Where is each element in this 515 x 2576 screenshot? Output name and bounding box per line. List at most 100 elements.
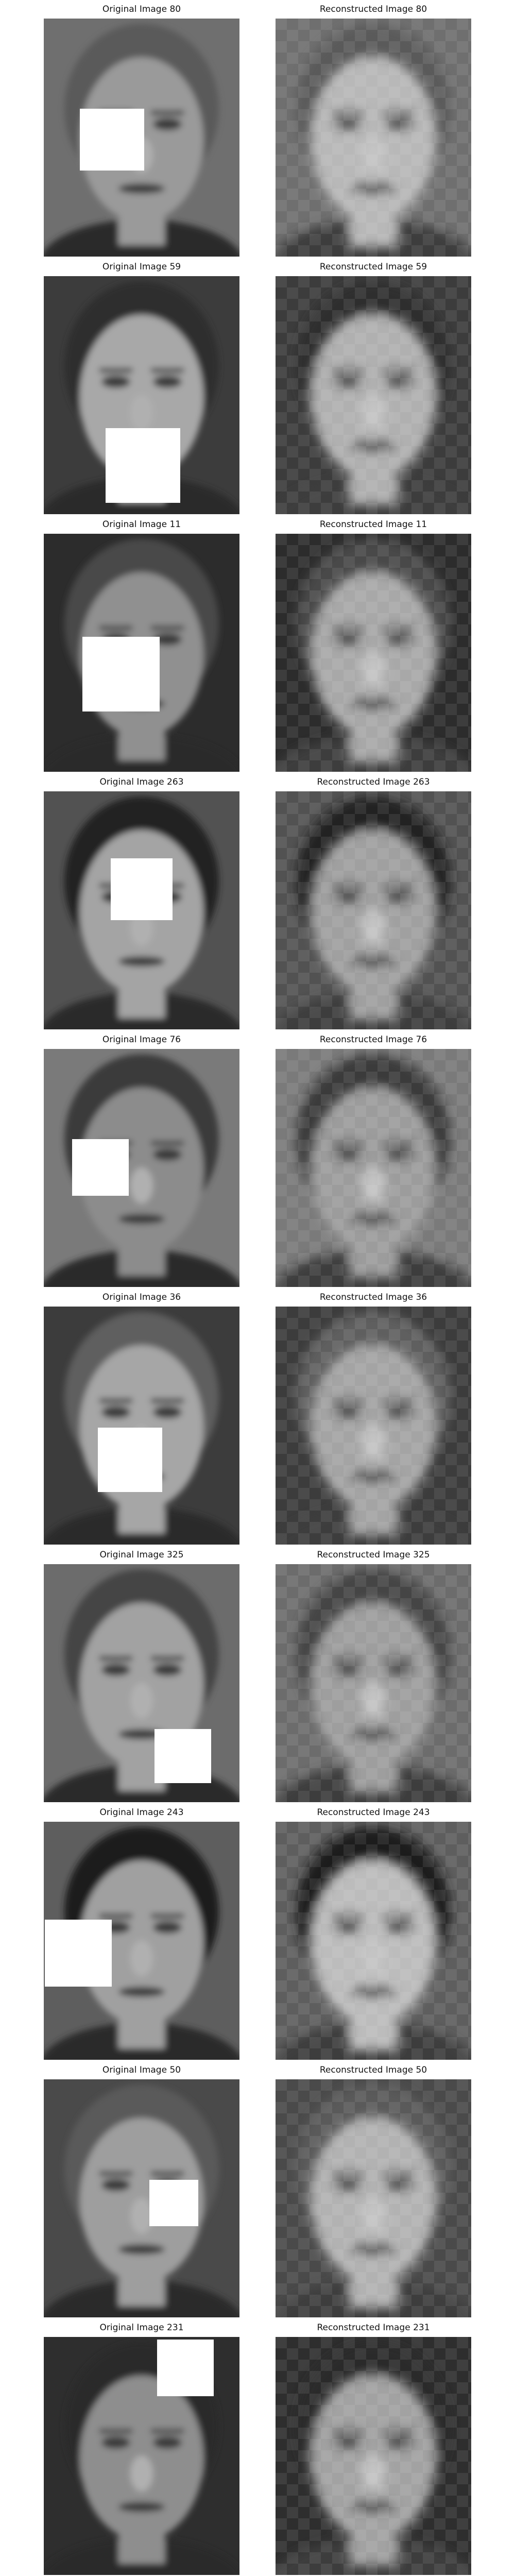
original-image <box>44 276 239 514</box>
original-image-title: Original Image 243 <box>99 1807 184 1818</box>
occlusion-patch <box>154 1729 211 1783</box>
reconstructed-image-title: Reconstructed Image 76 <box>319 1035 427 1045</box>
original-image-panel: Original Image 243 <box>44 1803 239 2061</box>
original-image <box>44 1049 239 1287</box>
original-image-panel: Original Image 50 <box>44 2061 239 2318</box>
reconstructed-image-face <box>276 534 471 772</box>
original-image <box>44 19 239 257</box>
image-pair-row: Original Image 76 Reconstructed Image 76 <box>0 1030 515 1288</box>
reconstructed-image-title: Reconstructed Image 80 <box>319 4 427 14</box>
original-image-title: Original Image 263 <box>99 777 184 787</box>
original-image-title: Original Image 11 <box>102 519 181 530</box>
original-image-panel: Original Image 231 <box>44 2318 239 2576</box>
original-image-panel: Original Image 263 <box>44 773 239 1030</box>
reconstructed-image-face <box>276 1564 471 1802</box>
original-image <box>44 1822 239 2060</box>
occlusion-patch <box>45 1920 112 1987</box>
reconstructed-image <box>276 791 471 1029</box>
reconstructed-image-face <box>276 1049 471 1287</box>
original-image-face <box>44 276 239 514</box>
image-pair-row: Original Image 231 Reconstructed Image 23… <box>0 2318 515 2576</box>
reconstructed-image-title: Reconstructed Image 325 <box>317 1550 430 1560</box>
original-image-panel: Original Image 11 <box>44 515 239 773</box>
original-image-face <box>44 2337 239 2575</box>
reconstructed-image-face <box>276 2337 471 2575</box>
occlusion-patch <box>149 2180 198 2226</box>
original-image-title: Original Image 76 <box>102 1035 181 1045</box>
reconstructed-image-face <box>276 276 471 514</box>
reconstructed-image-title: Reconstructed Image 243 <box>317 1807 430 1818</box>
occlusion-patch <box>82 637 160 711</box>
original-image-panel: Original Image 36 <box>44 1288 239 1546</box>
reconstructed-image-title: Reconstructed Image 231 <box>317 2323 430 2333</box>
reconstructed-image-panel: Reconstructed Image 263 <box>276 773 471 1030</box>
reconstructed-image-face <box>276 1822 471 2060</box>
reconstructed-image <box>276 1822 471 2060</box>
reconstructed-image-title: Reconstructed Image 263 <box>317 777 430 787</box>
original-image-face <box>44 1564 239 1802</box>
image-pair-row: Original Image 325 Reconstructed Image 32… <box>0 1546 515 1803</box>
reconstructed-image-panel: Reconstructed Image 231 <box>276 2318 471 2576</box>
occlusion-patch <box>80 109 144 171</box>
reconstructed-image-title: Reconstructed Image 36 <box>319 1292 427 1302</box>
reconstructed-image <box>276 1564 471 1802</box>
reconstructed-image-panel: Reconstructed Image 36 <box>276 1288 471 1546</box>
reconstructed-image-face <box>276 19 471 257</box>
original-image-face <box>44 2079 239 2317</box>
reconstructed-image-panel: Reconstructed Image 50 <box>276 2061 471 2318</box>
image-pair-row: Original Image 59 Reconstructed Image 59 <box>0 258 515 515</box>
reconstructed-image <box>276 1307 471 1545</box>
reconstructed-image <box>276 2337 471 2575</box>
image-pair-row: Original Image 263 Reconstructed Image 26… <box>0 773 515 1030</box>
original-image <box>44 2079 239 2317</box>
occlusion-patch <box>106 428 180 503</box>
original-image-face <box>44 1822 239 2060</box>
original-image-face <box>44 791 239 1029</box>
original-image <box>44 534 239 772</box>
reconstructed-image <box>276 1049 471 1287</box>
image-pair-row: Original Image 11 Reconstructed Image 11 <box>0 515 515 773</box>
original-image <box>44 1307 239 1545</box>
original-image-panel: Original Image 59 <box>44 258 239 515</box>
reconstructed-image <box>276 19 471 257</box>
original-image-title: Original Image 50 <box>102 2065 181 2075</box>
reconstructed-image-panel: Reconstructed Image 80 <box>276 0 471 258</box>
occlusion-patch <box>72 1139 129 1196</box>
reconstructed-image <box>276 2079 471 2317</box>
original-image-panel: Original Image 325 <box>44 1546 239 1803</box>
original-image <box>44 2337 239 2575</box>
original-image <box>44 1564 239 1802</box>
reconstructed-image-panel: Reconstructed Image 76 <box>276 1030 471 1288</box>
original-image-title: Original Image 231 <box>99 2323 184 2333</box>
image-pair-row: Original Image 80 Reconstructed Image 80 <box>0 0 515 258</box>
original-image-panel: Original Image 76 <box>44 1030 239 1288</box>
original-image-title: Original Image 325 <box>99 1550 184 1560</box>
reconstructed-image-title: Reconstructed Image 11 <box>319 519 427 530</box>
image-pair-row: Original Image 243 Reconstructed Image 24… <box>0 1803 515 2061</box>
reconstructed-image-title: Reconstructed Image 50 <box>319 2065 427 2075</box>
original-image-title: Original Image 59 <box>102 262 181 272</box>
image-pair-row: Original Image 36 Reconstructed Image 36 <box>0 1288 515 1546</box>
original-image-face <box>44 534 239 772</box>
reconstructed-image-face <box>276 2079 471 2317</box>
original-image-title: Original Image 80 <box>102 4 181 14</box>
reconstructed-image-panel: Reconstructed Image 325 <box>276 1546 471 1803</box>
original-image-face <box>44 1049 239 1287</box>
reconstructed-image-panel: Reconstructed Image 59 <box>276 258 471 515</box>
reconstructed-image-panel: Reconstructed Image 11 <box>276 515 471 773</box>
reconstructed-image <box>276 534 471 772</box>
original-image-face <box>44 1307 239 1545</box>
occlusion-patch <box>157 2340 214 2396</box>
original-image-panel: Original Image 80 <box>44 0 239 258</box>
original-image <box>44 791 239 1029</box>
reconstructed-image <box>276 276 471 514</box>
image-pair-row: Original Image 50 Reconstructed Image 50 <box>0 2061 515 2318</box>
reconstructed-image-face <box>276 791 471 1029</box>
reconstructed-image-face <box>276 1307 471 1545</box>
original-image-face <box>44 19 239 257</box>
occlusion-patch <box>98 1428 162 1492</box>
original-image-title: Original Image 36 <box>102 1292 181 1302</box>
occlusion-patch <box>111 858 173 920</box>
reconstructed-image-panel: Reconstructed Image 243 <box>276 1803 471 2061</box>
